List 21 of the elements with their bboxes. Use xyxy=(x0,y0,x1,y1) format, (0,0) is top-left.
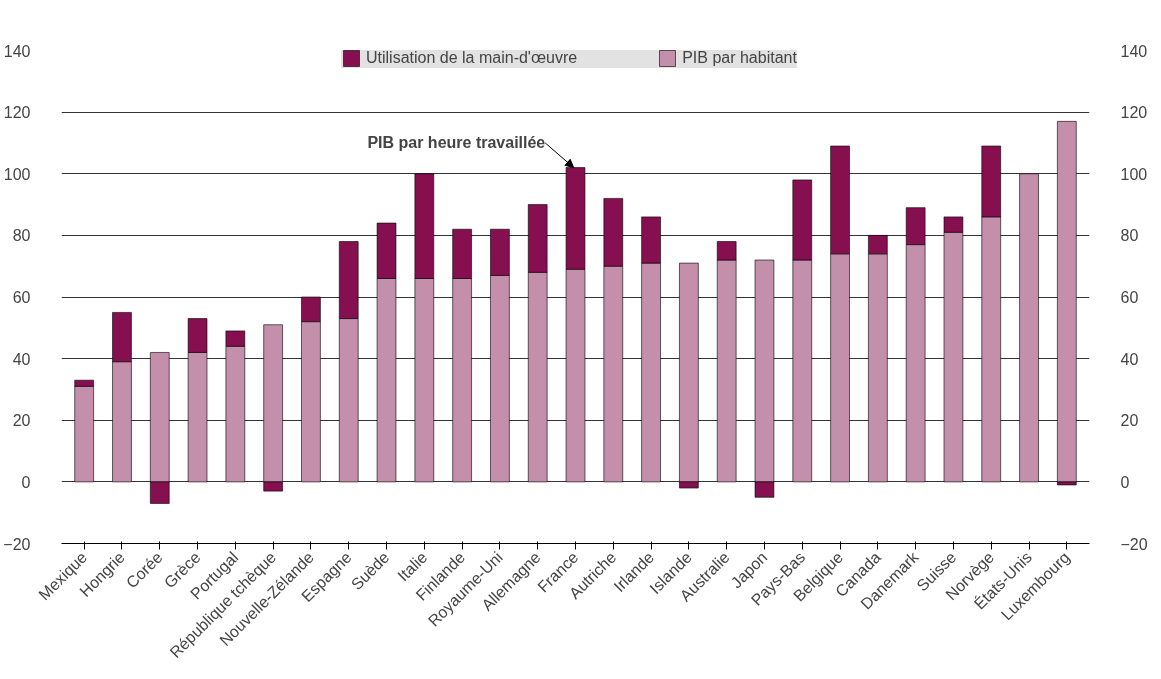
y2-tick-label: 40 xyxy=(1120,350,1139,368)
y2-tick-label: 20 xyxy=(1120,412,1139,430)
legend-label: PIB par habitant xyxy=(682,49,797,67)
y2-tick-label: 60 xyxy=(1120,289,1139,306)
y2-tick-label: 80 xyxy=(1120,227,1139,245)
y-tick-label: 20 xyxy=(12,412,31,430)
y2-tick-label: −20 xyxy=(1120,535,1148,553)
y2-tick-label: 100 xyxy=(1120,165,1148,183)
legend-label: Utilisation de la main-d'œuvre xyxy=(366,49,578,67)
y2-tick-label: 120 xyxy=(1120,104,1148,122)
y-tick-label: −20 xyxy=(3,535,31,553)
y-tick-label: 140 xyxy=(3,42,31,60)
y-tick-label: 0 xyxy=(21,473,31,491)
y-tick-label: 60 xyxy=(12,289,31,306)
y-tick-label: 40 xyxy=(12,350,31,368)
y-tick-label: 100 xyxy=(3,165,31,183)
y2-tick-label: 0 xyxy=(1120,473,1130,491)
y2-tick-label: 140 xyxy=(1120,42,1148,60)
y-tick-label: 80 xyxy=(12,227,31,245)
annotation: PIB par heure travaillée xyxy=(367,134,546,152)
y-tick-label: 120 xyxy=(3,104,31,122)
